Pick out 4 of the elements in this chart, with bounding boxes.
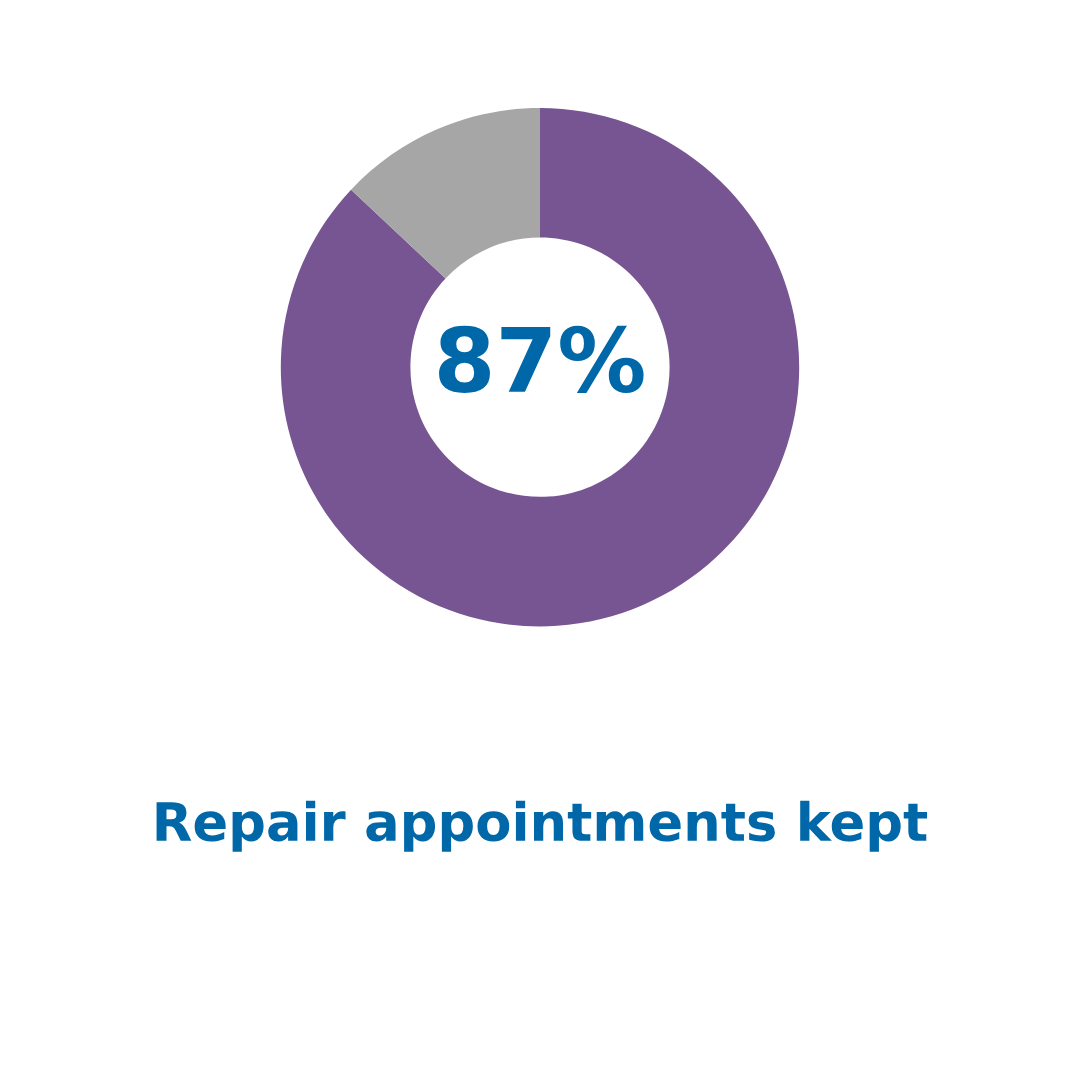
donut-slice (351, 108, 540, 279)
donut-slice (280, 108, 800, 627)
data-label: 87% (439, 325, 644, 393)
text: Repair appointments kept (156, 800, 928, 852)
